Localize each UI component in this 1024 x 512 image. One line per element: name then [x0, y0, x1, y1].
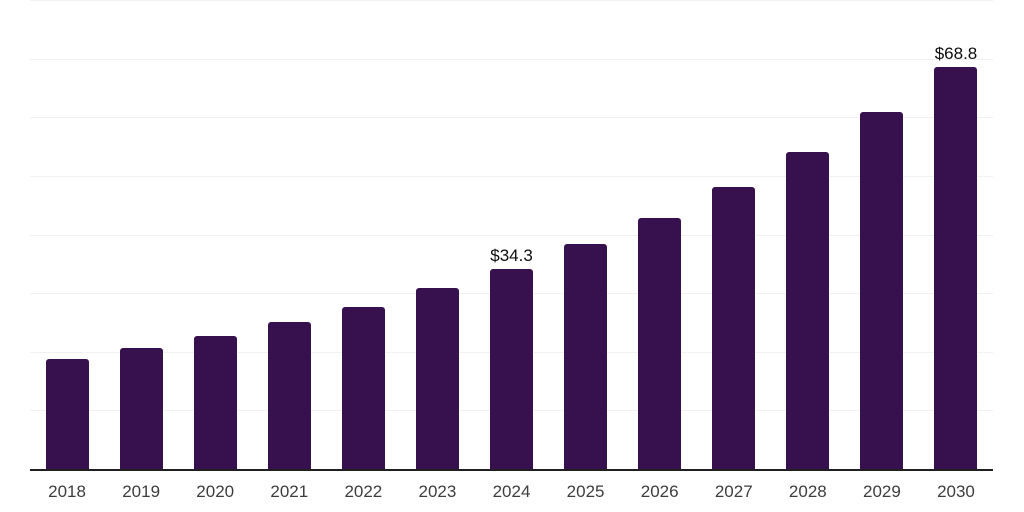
bar-2019 [119, 348, 163, 470]
x-tick-label-2021: 2021 [270, 482, 309, 501]
x-axis-line [30, 469, 993, 471]
x-tick-label-2025: 2025 [566, 482, 605, 501]
bar-cell-2028 [771, 1, 845, 470]
bar-2024 [490, 268, 533, 470]
x-tick-label-2026: 2026 [640, 482, 679, 501]
bar-2020 [193, 336, 237, 470]
x-tick-label-2023: 2023 [418, 482, 457, 501]
x-tick-label-2019: 2019 [122, 482, 161, 501]
bar-2021 [267, 322, 311, 470]
plot-area: $34.3 $68.8 [30, 0, 993, 471]
bar-cell-2029 [845, 1, 919, 470]
bar-cell-2018 [30, 1, 104, 470]
x-tick-label-2028: 2028 [788, 482, 827, 501]
x-tick-label-2018: 2018 [48, 482, 86, 501]
bar-cell-2019 [104, 1, 178, 470]
bar-value-label: $34.3 [490, 245, 533, 265]
gridline [30, 175, 993, 177]
gridline [30, 0, 993, 1]
bar-cell-2021 [252, 1, 326, 470]
bar-2029 [860, 111, 904, 470]
x-axis-labels: 2018 2019 2020 2021 2022 2023 2024 2025 2026 2027… [30, 481, 993, 502]
bar-2025 [564, 243, 608, 470]
bar-cell-2027 [697, 1, 771, 470]
bar-cell-2026 [623, 1, 697, 470]
bar-2028 [786, 152, 830, 470]
bar-cell-2030: $68.8 [919, 1, 993, 470]
gridline [30, 234, 993, 236]
bar-cell-2020 [178, 1, 252, 470]
bar-cell-2022 [326, 1, 400, 470]
bars-container: $34.3 $68.8 [30, 1, 993, 470]
bar-cell-2025 [549, 1, 623, 470]
bar-2026 [638, 217, 682, 470]
gridline [30, 117, 993, 119]
bar-value-label: $68.8 [934, 43, 978, 63]
bar-2027 [712, 187, 756, 470]
bar-cell-2024: $34.3 [474, 1, 548, 470]
bar-2022 [341, 307, 385, 470]
bar-cell-2023 [400, 1, 474, 470]
x-tick-label-2030: 2030 [937, 482, 975, 501]
x-tick-label-2022: 2022 [344, 482, 383, 501]
bar-2018 [45, 358, 89, 470]
bar-2030 [934, 66, 978, 470]
gridline [30, 58, 993, 60]
x-tick-label-2020: 2020 [196, 482, 235, 501]
x-tick-label-2029: 2029 [862, 482, 901, 501]
bar-2023 [415, 287, 459, 470]
x-tick-label-2027: 2027 [714, 482, 753, 501]
x-tick-label-2024: 2024 [492, 482, 531, 501]
